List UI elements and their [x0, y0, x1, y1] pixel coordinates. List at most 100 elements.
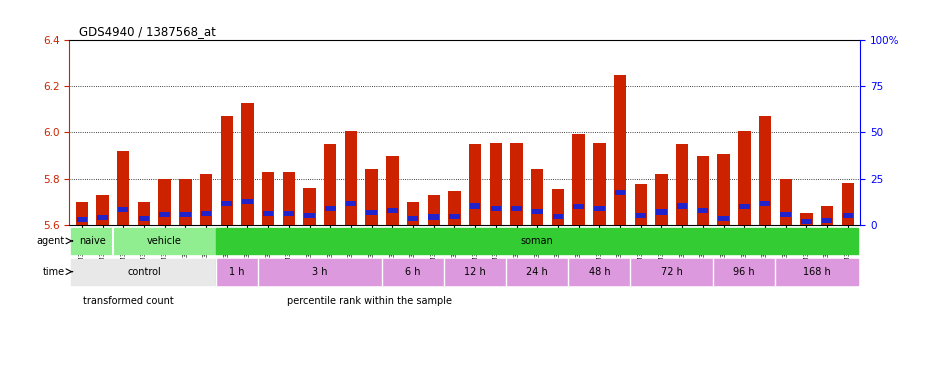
Bar	[386, 156, 399, 225]
Text: 48 h: 48 h	[588, 266, 610, 277]
Bar	[76, 202, 88, 225]
Text: soman: soman	[521, 236, 554, 246]
Bar	[594, 206, 605, 211]
Text: percentile rank within the sample: percentile rank within the sample	[287, 296, 451, 306]
Bar	[697, 156, 709, 225]
Text: transformed count: transformed count	[83, 296, 174, 306]
Bar	[71, 259, 216, 285]
Bar	[574, 204, 584, 209]
Bar	[842, 183, 854, 225]
Bar	[820, 206, 833, 225]
Bar	[635, 184, 647, 225]
Bar	[324, 144, 337, 225]
Bar	[511, 143, 523, 225]
Bar	[593, 143, 606, 225]
Bar	[758, 116, 771, 225]
Bar	[677, 204, 687, 209]
Bar	[117, 207, 129, 212]
Bar	[201, 211, 211, 216]
Bar	[532, 209, 543, 214]
Bar	[139, 216, 149, 221]
Bar	[262, 172, 275, 225]
Bar	[138, 202, 150, 225]
Bar	[676, 144, 688, 225]
Bar	[553, 214, 563, 218]
Bar	[408, 216, 418, 221]
Bar	[656, 209, 667, 215]
Bar	[490, 206, 501, 211]
Bar	[631, 259, 713, 285]
Bar	[366, 210, 376, 215]
Bar	[780, 179, 792, 225]
Text: 24 h: 24 h	[526, 266, 549, 277]
Bar	[697, 208, 709, 213]
Bar	[216, 228, 858, 254]
Bar	[506, 259, 568, 285]
Bar	[655, 174, 668, 225]
Bar	[775, 259, 858, 285]
Bar	[821, 218, 832, 223]
Bar	[241, 103, 253, 225]
Bar	[738, 131, 750, 225]
Bar	[614, 75, 626, 225]
Text: 3 h: 3 h	[312, 266, 327, 277]
Bar	[470, 204, 480, 209]
Bar	[159, 212, 170, 217]
Bar	[346, 201, 356, 206]
Bar	[552, 189, 564, 225]
Bar	[801, 219, 812, 224]
Bar	[220, 116, 233, 225]
Text: 12 h: 12 h	[464, 266, 486, 277]
Bar	[216, 259, 258, 285]
Bar	[531, 169, 544, 225]
Bar	[759, 201, 771, 206]
Text: vehicle: vehicle	[147, 236, 182, 246]
Bar	[221, 201, 232, 206]
Text: 1 h: 1 h	[229, 266, 245, 277]
Bar	[444, 259, 506, 285]
Bar	[179, 179, 191, 225]
Bar	[718, 154, 730, 225]
Bar	[304, 213, 314, 218]
Bar	[200, 174, 212, 225]
Bar	[469, 144, 481, 225]
Bar	[258, 259, 382, 285]
Text: naive: naive	[79, 236, 105, 246]
Bar	[158, 179, 171, 225]
Text: agent: agent	[36, 236, 65, 246]
Bar	[382, 259, 444, 285]
Text: 96 h: 96 h	[734, 266, 755, 277]
Text: GDS4940 / 1387568_at: GDS4940 / 1387568_at	[79, 25, 216, 38]
Bar	[800, 213, 813, 225]
Text: 168 h: 168 h	[803, 266, 831, 277]
Bar	[427, 195, 440, 225]
Bar	[489, 143, 502, 225]
Bar	[449, 191, 461, 225]
Bar	[97, 215, 108, 220]
Bar	[615, 190, 625, 195]
Text: 6 h: 6 h	[405, 266, 421, 277]
Bar	[325, 206, 336, 211]
Bar	[180, 212, 191, 217]
Bar	[263, 210, 274, 216]
Bar	[71, 228, 113, 254]
Bar	[713, 259, 775, 285]
Bar	[635, 213, 646, 218]
Bar	[283, 172, 295, 225]
Bar	[387, 208, 398, 213]
Bar	[242, 199, 253, 204]
Bar	[117, 151, 130, 225]
Bar	[407, 202, 419, 225]
Bar	[781, 212, 791, 217]
Bar	[96, 195, 109, 225]
Bar	[284, 210, 294, 216]
Text: control: control	[127, 266, 161, 277]
Bar	[450, 214, 460, 219]
Bar	[719, 216, 729, 221]
Bar	[568, 259, 631, 285]
Bar	[345, 131, 357, 225]
Bar	[428, 215, 439, 220]
Bar	[512, 206, 522, 211]
Text: time: time	[43, 266, 65, 277]
Bar	[573, 134, 585, 225]
